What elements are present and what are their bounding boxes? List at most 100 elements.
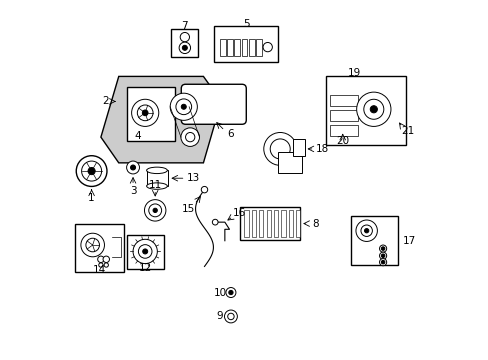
Bar	[329, 125, 357, 136]
Circle shape	[153, 208, 157, 212]
Circle shape	[381, 247, 384, 250]
Circle shape	[228, 291, 233, 295]
Text: 15: 15	[181, 203, 194, 213]
Bar	[227, 39, 233, 56]
Circle shape	[176, 99, 191, 114]
Circle shape	[181, 104, 186, 109]
Text: 16: 16	[232, 208, 245, 218]
Bar	[234, 39, 240, 56]
Circle shape	[142, 110, 148, 116]
Text: 12: 12	[138, 262, 151, 273]
Bar	[295, 210, 300, 237]
Bar	[241, 39, 247, 56]
Circle shape	[185, 132, 194, 142]
Text: 14: 14	[93, 265, 106, 275]
Bar	[126, 87, 175, 141]
Bar	[329, 95, 357, 107]
Circle shape	[363, 99, 383, 119]
Bar	[240, 207, 300, 240]
Bar	[220, 39, 225, 56]
Circle shape	[270, 139, 290, 159]
Bar	[259, 210, 263, 237]
Bar	[292, 139, 304, 156]
Text: 6: 6	[227, 129, 234, 139]
Circle shape	[130, 165, 135, 170]
Circle shape	[224, 310, 237, 323]
Text: 19: 19	[347, 68, 361, 78]
Circle shape	[81, 161, 102, 181]
Text: 13: 13	[187, 173, 200, 183]
Circle shape	[148, 204, 162, 217]
Bar	[244, 210, 248, 237]
Circle shape	[98, 256, 104, 262]
Circle shape	[227, 313, 234, 320]
Circle shape	[369, 106, 377, 113]
Circle shape	[263, 42, 272, 52]
Text: 1: 1	[88, 193, 95, 203]
Text: 17: 17	[402, 236, 415, 246]
Circle shape	[88, 167, 95, 175]
Bar	[255, 39, 261, 56]
Circle shape	[103, 256, 109, 262]
Circle shape	[126, 161, 139, 174]
Circle shape	[86, 238, 99, 252]
Text: 11: 11	[148, 180, 162, 190]
Circle shape	[179, 42, 190, 54]
Circle shape	[144, 200, 165, 221]
Circle shape	[364, 229, 368, 233]
Ellipse shape	[146, 167, 167, 174]
Text: 7: 7	[181, 21, 188, 31]
Circle shape	[76, 156, 107, 186]
Text: 20: 20	[335, 136, 348, 147]
Circle shape	[201, 186, 207, 193]
FancyBboxPatch shape	[181, 84, 246, 124]
Bar	[147, 170, 168, 186]
Text: 8: 8	[311, 219, 318, 229]
Ellipse shape	[146, 183, 167, 189]
Circle shape	[381, 254, 384, 257]
Text: 4: 4	[134, 131, 141, 141]
Bar	[126, 235, 164, 269]
Circle shape	[170, 93, 197, 120]
Circle shape	[182, 45, 187, 50]
Bar	[277, 152, 302, 173]
Bar	[325, 76, 406, 145]
Bar	[329, 110, 357, 121]
Circle shape	[142, 249, 147, 254]
Bar	[288, 210, 292, 237]
Bar	[273, 210, 278, 237]
Text: 9: 9	[216, 311, 223, 321]
Circle shape	[104, 263, 108, 267]
Text: 2: 2	[102, 96, 109, 107]
Circle shape	[355, 220, 377, 242]
Circle shape	[181, 128, 199, 147]
Text: 3: 3	[129, 186, 136, 196]
Circle shape	[99, 263, 103, 267]
Bar	[75, 224, 124, 272]
Circle shape	[379, 258, 386, 266]
Text: 5: 5	[243, 18, 249, 28]
Bar	[266, 210, 270, 237]
Circle shape	[263, 132, 296, 165]
Bar	[248, 39, 254, 56]
Circle shape	[360, 225, 372, 237]
Circle shape	[379, 252, 386, 259]
Bar	[350, 216, 398, 265]
Circle shape	[138, 245, 152, 258]
Circle shape	[381, 260, 384, 264]
Bar	[214, 26, 278, 62]
Bar	[171, 29, 198, 57]
Circle shape	[212, 219, 218, 225]
Circle shape	[379, 245, 386, 252]
Circle shape	[81, 233, 104, 257]
Circle shape	[356, 92, 390, 126]
Bar	[251, 210, 256, 237]
Circle shape	[225, 288, 235, 297]
Circle shape	[180, 32, 189, 42]
Circle shape	[137, 105, 153, 121]
Text: 21: 21	[401, 126, 414, 136]
Circle shape	[133, 239, 157, 264]
Circle shape	[131, 99, 159, 126]
Text: 10: 10	[213, 288, 226, 297]
Polygon shape	[101, 76, 221, 163]
